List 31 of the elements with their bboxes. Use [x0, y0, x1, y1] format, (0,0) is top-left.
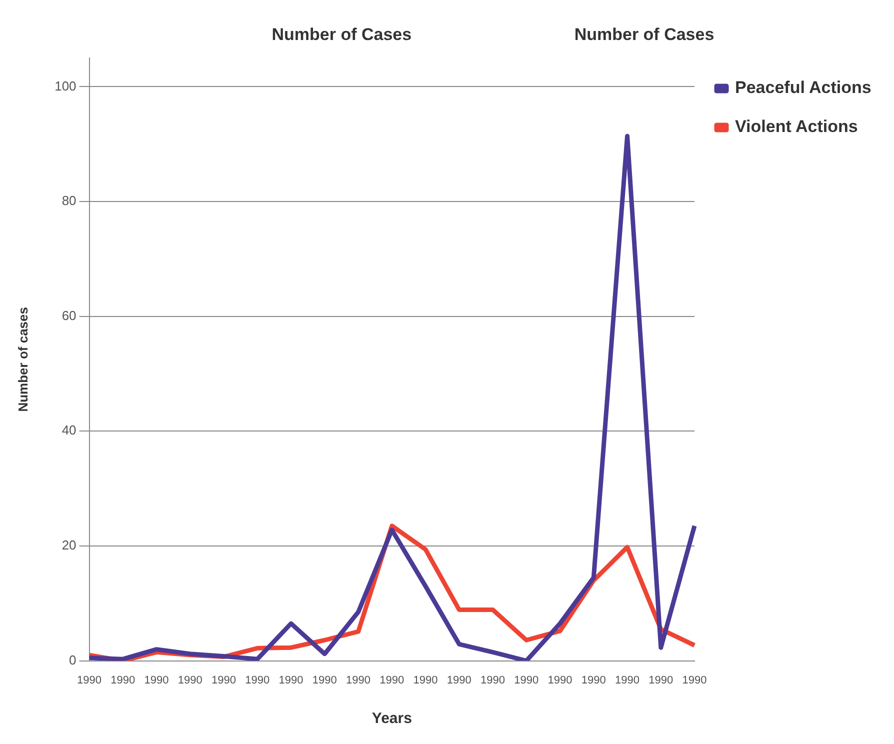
x-tick-label: 1990 — [110, 674, 136, 686]
x-tick-label: 1990 — [514, 674, 539, 686]
x-tick-label: 1990 — [380, 674, 404, 686]
x-tick-label: 1990 — [413, 674, 438, 686]
y-tick-label: 60 — [62, 308, 76, 323]
y-tick-label: 80 — [62, 193, 76, 208]
x-tick-label: 1990 — [682, 674, 707, 686]
y-tick-label: 0 — [69, 652, 76, 668]
y-tick-label: 20 — [62, 538, 76, 553]
y-axis-title: Number of cases — [15, 307, 30, 412]
x-tick-label: 1990 — [581, 674, 606, 686]
legend-label: Peaceful Actions — [735, 78, 872, 98]
legend-label: Violent Actions — [735, 117, 858, 136]
x-tick-label: 1990 — [144, 674, 169, 686]
x-tick-label: 1990 — [312, 674, 337, 686]
x-tick-label: 1990 — [480, 674, 506, 686]
x-tick-label: 1990 — [77, 674, 102, 686]
x-tick-label: 1990 — [346, 674, 371, 686]
x-axis-title: Years — [372, 710, 412, 728]
x-tick-label: 1990 — [615, 674, 640, 686]
x-tick-label: 1990 — [212, 674, 236, 686]
text: Number of Cases — [272, 25, 412, 44]
y-tick-label: 40 — [62, 422, 76, 438]
x-tick-label: 1990 — [648, 674, 674, 686]
x-tick-label: 1990 — [178, 674, 202, 686]
x-tick-label: 1990 — [548, 674, 572, 686]
x-tick-label: 1990 — [278, 674, 304, 686]
y-tick-label: 100 — [54, 78, 76, 94]
x-tick-label: 1990 — [245, 674, 270, 686]
text: Number of Cases — [574, 25, 714, 44]
x-tick-label: 1990 — [446, 674, 472, 686]
